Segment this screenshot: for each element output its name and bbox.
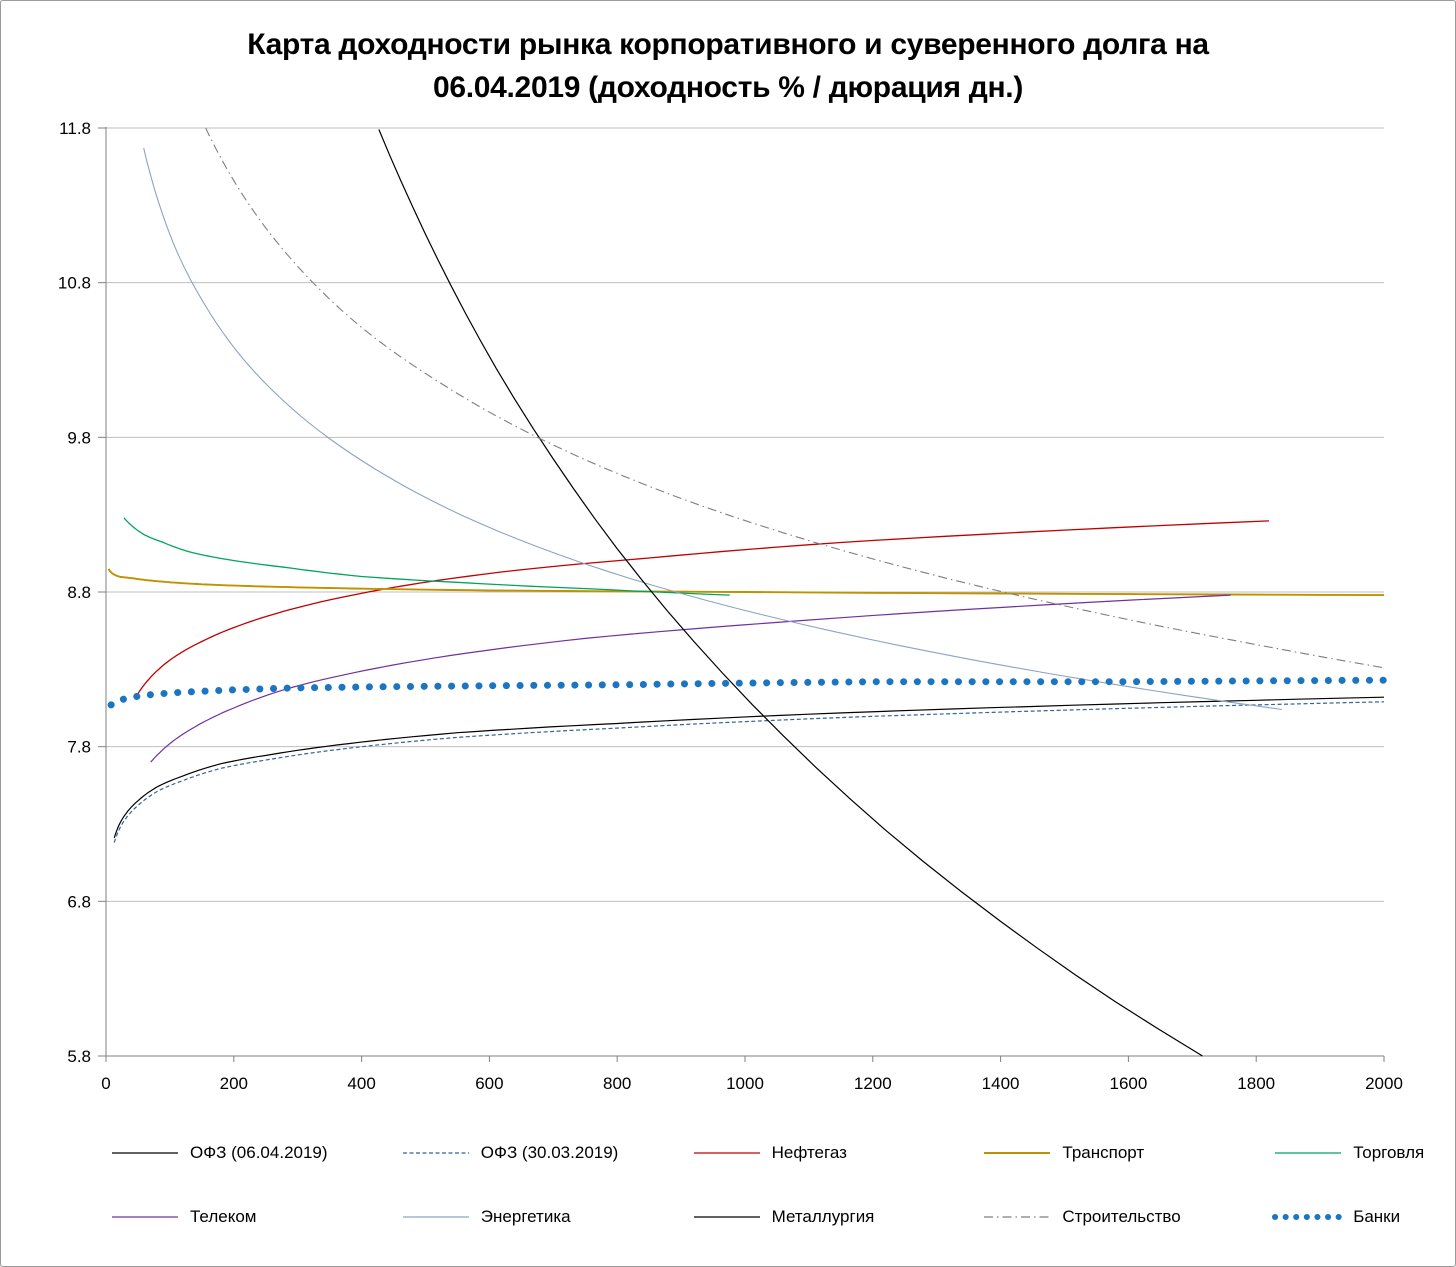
legend-item-3: Нефтегаз [583, 1121, 874, 1185]
legend-swatch [402, 1152, 469, 1154]
series-1 [113, 696, 1385, 839]
series-4 [107, 568, 1385, 597]
series-7 [143, 147, 1282, 711]
legend-swatch [984, 1152, 1051, 1154]
legend-item-9: Строительство [873, 1185, 1181, 1249]
legend-row-2: Телеком Энергетика Металлургия Строительств… [1, 1185, 1455, 1249]
legend-swatch [402, 1216, 469, 1218]
legend-item-1: ОФЗ (06.04.2019) [1, 1121, 328, 1185]
svg-text:11.8: 11.8 [59, 119, 91, 138]
legend-swatch [984, 1216, 1051, 1218]
series-10 [107, 676, 1388, 709]
svg-text:6.8: 6.8 [67, 892, 91, 911]
legend-swatch [693, 1152, 760, 1154]
legend-swatch [693, 1216, 760, 1218]
legend-swatch [112, 1216, 178, 1218]
legend-item-6: Телеком [1, 1185, 292, 1249]
svg-text:1000: 1000 [726, 1074, 764, 1093]
legend-item-5: Торговля [1164, 1121, 1455, 1185]
svg-text:1400: 1400 [982, 1074, 1020, 1093]
legend-label: Банки [1353, 1207, 1401, 1226]
legend-item-7: Энергетика [292, 1185, 583, 1249]
chart-title: Карта доходности рынка корпоративного и … [247, 28, 1209, 104]
legend-label: Энергетика [480, 1207, 571, 1226]
plot-area: 5.8 6.8 7.8 8.8 9.8 10.8 11.8 0 200 400 600 800 1000… [58, 119, 1403, 1093]
svg-text:10.8: 10.8 [58, 274, 91, 293]
series-9 [205, 127, 1385, 669]
legend-item-10: Банки [1164, 1185, 1455, 1249]
svg-text:7.8: 7.8 [67, 738, 91, 757]
legend-item-4: Транспорт [873, 1121, 1164, 1185]
svg-text:800: 800 [603, 1074, 631, 1093]
legend-item-8: Металлургия [583, 1185, 874, 1249]
svg-text:1200: 1200 [854, 1074, 892, 1093]
svg-text:1600: 1600 [1109, 1074, 1147, 1093]
svg-text:600: 600 [475, 1074, 503, 1093]
legend-swatch [1275, 1152, 1342, 1154]
series-6 [150, 594, 1231, 763]
svg-text:200: 200 [220, 1074, 248, 1093]
svg-text:2000: 2000 [1365, 1074, 1403, 1093]
svg-text:5.8: 5.8 [67, 1047, 91, 1066]
svg-text:0: 0 [101, 1074, 110, 1093]
legend-label: ОФЗ (30.03.2019) [480, 1143, 619, 1162]
series-5 [123, 517, 730, 596]
legend-label: ОФЗ (06.04.2019) [190, 1143, 328, 1162]
legend-item-2: ОФЗ (30.03.2019) [292, 1121, 618, 1185]
legend-swatch [1272, 1214, 1345, 1220]
legend-label: Транспорт [1062, 1143, 1145, 1162]
legend-label: Металлургия [771, 1207, 875, 1226]
svg-text:9.8: 9.8 [67, 428, 91, 447]
series-3 [136, 520, 1270, 696]
svg-text:8.8: 8.8 [67, 583, 91, 602]
svg-text:1800: 1800 [1237, 1074, 1275, 1093]
legend-label: Нефтегаз [771, 1143, 847, 1162]
legend-label: Телеком [190, 1207, 257, 1226]
series-2 [113, 701, 1385, 843]
legend-label: Строительство [1062, 1207, 1181, 1226]
x-axis: 0 200 400 600 800 1000 1200 1400 1600 1800 2000 [98, 1055, 1403, 1093]
legend: ОФЗ (06.04.2019) ОФЗ (30.03.2019) Нефтегаз… [1, 1121, 1455, 1249]
legend-swatch [112, 1152, 178, 1154]
legend-label: Торговля [1353, 1143, 1425, 1162]
legend-row-1: ОФЗ (06.04.2019) ОФЗ (30.03.2019) Нефтегаз… [1, 1121, 1455, 1185]
svg-text:400: 400 [347, 1074, 375, 1093]
series-8 [378, 129, 1203, 1057]
